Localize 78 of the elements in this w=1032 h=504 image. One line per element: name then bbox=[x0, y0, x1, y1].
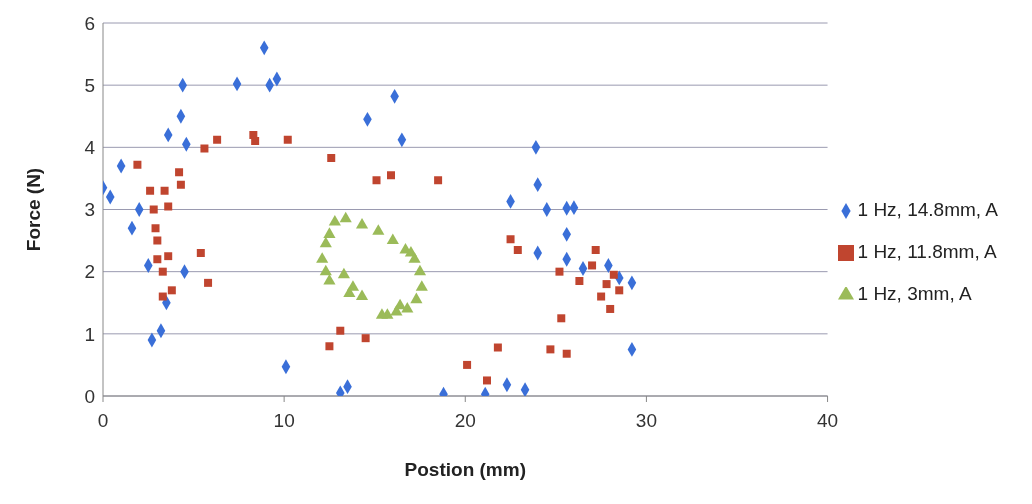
point bbox=[415, 280, 428, 291]
point bbox=[153, 255, 162, 264]
point bbox=[149, 205, 158, 214]
point bbox=[557, 314, 566, 323]
point bbox=[164, 202, 173, 211]
point bbox=[434, 176, 443, 185]
x-tick-label: 40 bbox=[816, 410, 839, 432]
point bbox=[196, 249, 205, 258]
point bbox=[146, 186, 155, 195]
legend-label: 1 Hz, 14.8mm, A bbox=[857, 199, 998, 220]
point bbox=[493, 343, 502, 352]
point bbox=[158, 292, 167, 301]
point bbox=[343, 286, 356, 297]
point bbox=[316, 252, 329, 263]
y-tick-label: 6 bbox=[84, 12, 95, 34]
point bbox=[588, 261, 597, 270]
point bbox=[575, 276, 584, 285]
point bbox=[160, 186, 169, 195]
point bbox=[609, 270, 618, 279]
point bbox=[513, 245, 522, 254]
y-tick-label: 3 bbox=[84, 199, 95, 221]
y-tick-label: 5 bbox=[84, 74, 95, 96]
x-axis-title: Postion (mm) bbox=[404, 459, 526, 480]
point bbox=[175, 168, 184, 177]
point bbox=[562, 349, 571, 358]
point bbox=[327, 153, 336, 162]
point bbox=[213, 135, 222, 144]
point bbox=[410, 292, 423, 304]
point bbox=[319, 264, 332, 276]
point bbox=[167, 286, 176, 295]
point bbox=[606, 304, 615, 313]
point bbox=[158, 267, 167, 276]
point bbox=[555, 267, 564, 276]
point bbox=[176, 180, 185, 189]
legend-label: 1 Hz, 11.8mm, A bbox=[857, 241, 997, 262]
point bbox=[361, 334, 370, 343]
y-axis-title: Force (N) bbox=[22, 167, 44, 252]
point bbox=[546, 345, 555, 354]
y-tick-label: 4 bbox=[84, 137, 96, 159]
x-tick-label: 10 bbox=[273, 410, 295, 432]
point bbox=[386, 233, 399, 245]
point bbox=[393, 298, 407, 310]
point bbox=[323, 227, 336, 238]
point bbox=[200, 144, 209, 153]
point bbox=[151, 224, 160, 233]
point bbox=[387, 171, 396, 180]
y-tick-label: 1 bbox=[84, 323, 95, 345]
point bbox=[328, 214, 341, 226]
point bbox=[602, 280, 611, 289]
point bbox=[337, 267, 350, 279]
point bbox=[372, 224, 385, 235]
point bbox=[483, 376, 492, 385]
point bbox=[506, 235, 515, 244]
point bbox=[164, 252, 173, 261]
point bbox=[339, 211, 352, 223]
point bbox=[615, 286, 624, 295]
x-tick-label: 30 bbox=[635, 410, 657, 432]
y-tick-label: 0 bbox=[84, 385, 95, 407]
point bbox=[133, 160, 142, 169]
point bbox=[336, 326, 345, 335]
point bbox=[375, 308, 389, 319]
point bbox=[204, 278, 213, 287]
point bbox=[153, 236, 162, 245]
point bbox=[355, 218, 369, 229]
y-tick-label: 2 bbox=[84, 261, 95, 283]
point bbox=[283, 135, 292, 144]
point bbox=[591, 245, 600, 254]
point bbox=[325, 342, 334, 351]
point bbox=[520, 382, 530, 396]
point bbox=[372, 176, 381, 185]
point bbox=[251, 137, 260, 146]
point bbox=[355, 289, 369, 301]
point bbox=[463, 360, 472, 369]
x-tick-label: 20 bbox=[454, 410, 476, 432]
legend-label: 1 Hz, 3mm, A bbox=[857, 283, 972, 304]
point bbox=[413, 264, 427, 276]
point bbox=[404, 246, 418, 257]
point bbox=[597, 292, 606, 301]
